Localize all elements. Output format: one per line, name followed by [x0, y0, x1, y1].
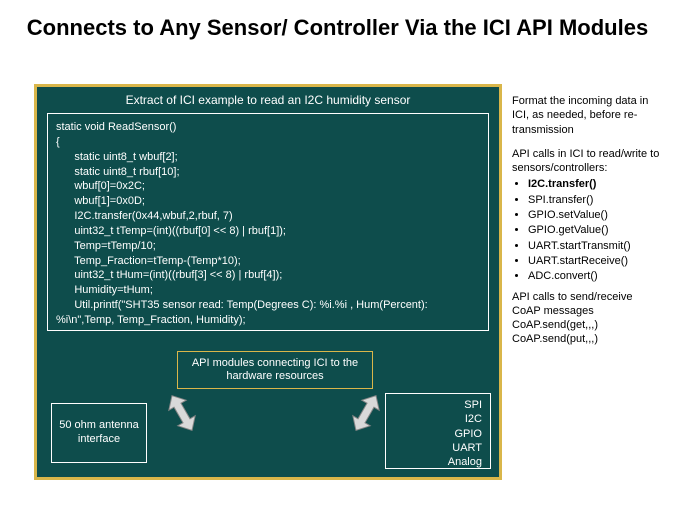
code-line: Temp=tTemp/10;: [56, 239, 480, 254]
api-call-item: I2C.transfer(): [528, 177, 664, 191]
protocol-item: I2C: [390, 412, 482, 426]
code-line: wbuf[0]=0x2C;: [56, 179, 480, 194]
page: Connects to Any Sensor/ Controller Via t…: [0, 0, 675, 506]
double-arrow-icon: [161, 392, 203, 434]
code-line: static uint8_t rbuf[10];: [56, 165, 480, 180]
api-call-item: ADC.convert(): [528, 269, 664, 283]
code-line: {: [56, 135, 480, 150]
diagram-header: Extract of ICI example to read an I2C hu…: [37, 93, 499, 107]
sidebar-para-coap: API calls to send/receive CoAP messages: [512, 290, 664, 319]
code-line: Temp_Fraction=tTemp-(Temp*10);: [56, 254, 480, 269]
code-line: uint32_t tTemp=(int)((rbuf[0] << 8) | rb…: [56, 224, 480, 239]
api-call-item: GPIO.getValue(): [528, 223, 664, 237]
code-box: static void ReadSensor() { static uint8_…: [47, 113, 489, 331]
protocol-item: Analog: [390, 455, 482, 469]
api-call-item: UART.startReceive(): [528, 254, 664, 268]
page-title: Connects to Any Sensor/ Controller Via t…: [0, 14, 675, 42]
antenna-box: 50 ohm antenna interface: [51, 403, 147, 463]
protocol-item: UART: [390, 441, 482, 455]
api-call-item: SPI.transfer(): [528, 193, 664, 207]
double-arrow-icon: [345, 392, 387, 434]
coap-call: CoAP.send(put,,,): [512, 332, 664, 346]
api-modules-box: API modules connecting ICI to the hardwa…: [177, 351, 373, 389]
code-line: static uint8_t wbuf[2];: [56, 150, 480, 165]
protocol-item: SPI: [390, 398, 482, 412]
code-line: uint32_t tHum=(int)((rbuf[3] << 8) | rbu…: [56, 268, 480, 283]
coap-call: CoAP.send(get,,,): [512, 318, 664, 332]
code-line: wbuf[1]=0x0D;: [56, 194, 480, 209]
code-line: Util.printf("SHT35 sensor read: Temp(Deg…: [56, 298, 480, 313]
sidebar-para-api: API calls in ICI to read/write to sensor…: [512, 147, 664, 176]
protocol-item: GPIO: [390, 427, 482, 441]
api-call-item: UART.startTransmit(): [528, 239, 664, 253]
diagram-panel: Extract of ICI example to read an I2C hu…: [34, 84, 502, 480]
code-line: static void ReadSensor(): [56, 120, 480, 135]
sidebar: Format the incoming data in ICI, as need…: [512, 94, 664, 347]
api-call-list: I2C.transfer() SPI.transfer() GPIO.setVa…: [512, 177, 664, 283]
code-line: %i\n",Temp, Temp_Fraction, Humidity);: [56, 313, 480, 328]
sidebar-para-format: Format the incoming data in ICI, as need…: [512, 94, 664, 137]
code-line: I2C.transfer(0x44,wbuf,2,rbuf, 7): [56, 209, 480, 224]
code-line: return;: [56, 328, 480, 331]
api-call-item: GPIO.setValue(): [528, 208, 664, 222]
code-line: Humidity=tHum;: [56, 283, 480, 298]
protocols-box: SPI I2C GPIO UART Analog: [385, 393, 491, 469]
